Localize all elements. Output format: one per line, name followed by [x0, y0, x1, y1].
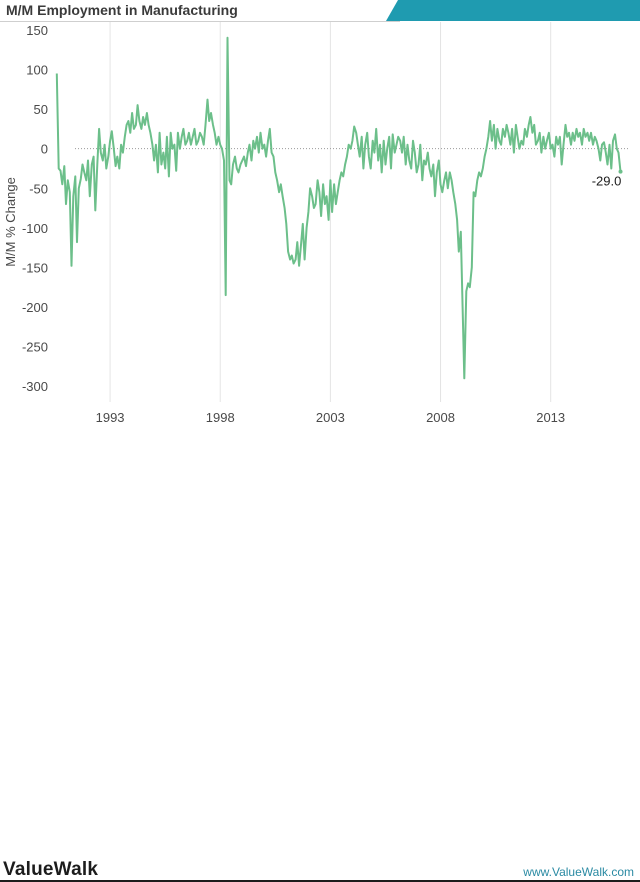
series-layer: -29.0	[55, 36, 623, 380]
y-tick-label: -300	[22, 379, 48, 394]
y-tick-label: -250	[22, 340, 48, 355]
x-tick-label: 2013	[536, 410, 565, 425]
title-underline	[0, 21, 400, 22]
y-tick-label: 0	[41, 142, 48, 157]
x-tick-label: 1998	[206, 410, 235, 425]
grid-layer	[75, 22, 630, 402]
y-tick-label: 50	[34, 102, 48, 117]
site-link[interactable]: www.ValueWalk.com	[523, 865, 634, 879]
y-tick-label: -200	[22, 300, 48, 315]
chart-title: M/M Employment in Manufacturing	[6, 2, 238, 18]
y-tick-label: 150	[26, 23, 48, 38]
x-tick-label: 1993	[96, 410, 125, 425]
last-value-label: -29.0	[592, 174, 622, 189]
y-tick-label: -50	[29, 181, 48, 196]
employment-series-line	[55, 36, 622, 380]
x-tick-label: 2003	[316, 410, 345, 425]
last-point-marker	[618, 169, 623, 174]
x-tick-label: 2008	[426, 410, 455, 425]
axis-layer: 1993 1998 2003 2008 2013 150 100 50 0 -50 -100 -150…	[22, 23, 565, 425]
footer: ValueWalk www.ValueWalk.com	[0, 430, 640, 882]
header-accent-banner	[386, 0, 640, 21]
title-bar: M/M Employment in Manufacturing	[0, 0, 640, 22]
y-tick-label: 100	[26, 63, 48, 78]
y-tick-label: -100	[22, 221, 48, 236]
y-axis-label: M/M % Change	[3, 177, 18, 267]
employment-line-chart: 1993 1998 2003 2008 2013 150 100 50 0 -50 -100 -150…	[3, 22, 630, 425]
y-tick-label: -150	[22, 260, 48, 275]
valuewalk-logo: ValueWalk	[3, 859, 99, 880]
